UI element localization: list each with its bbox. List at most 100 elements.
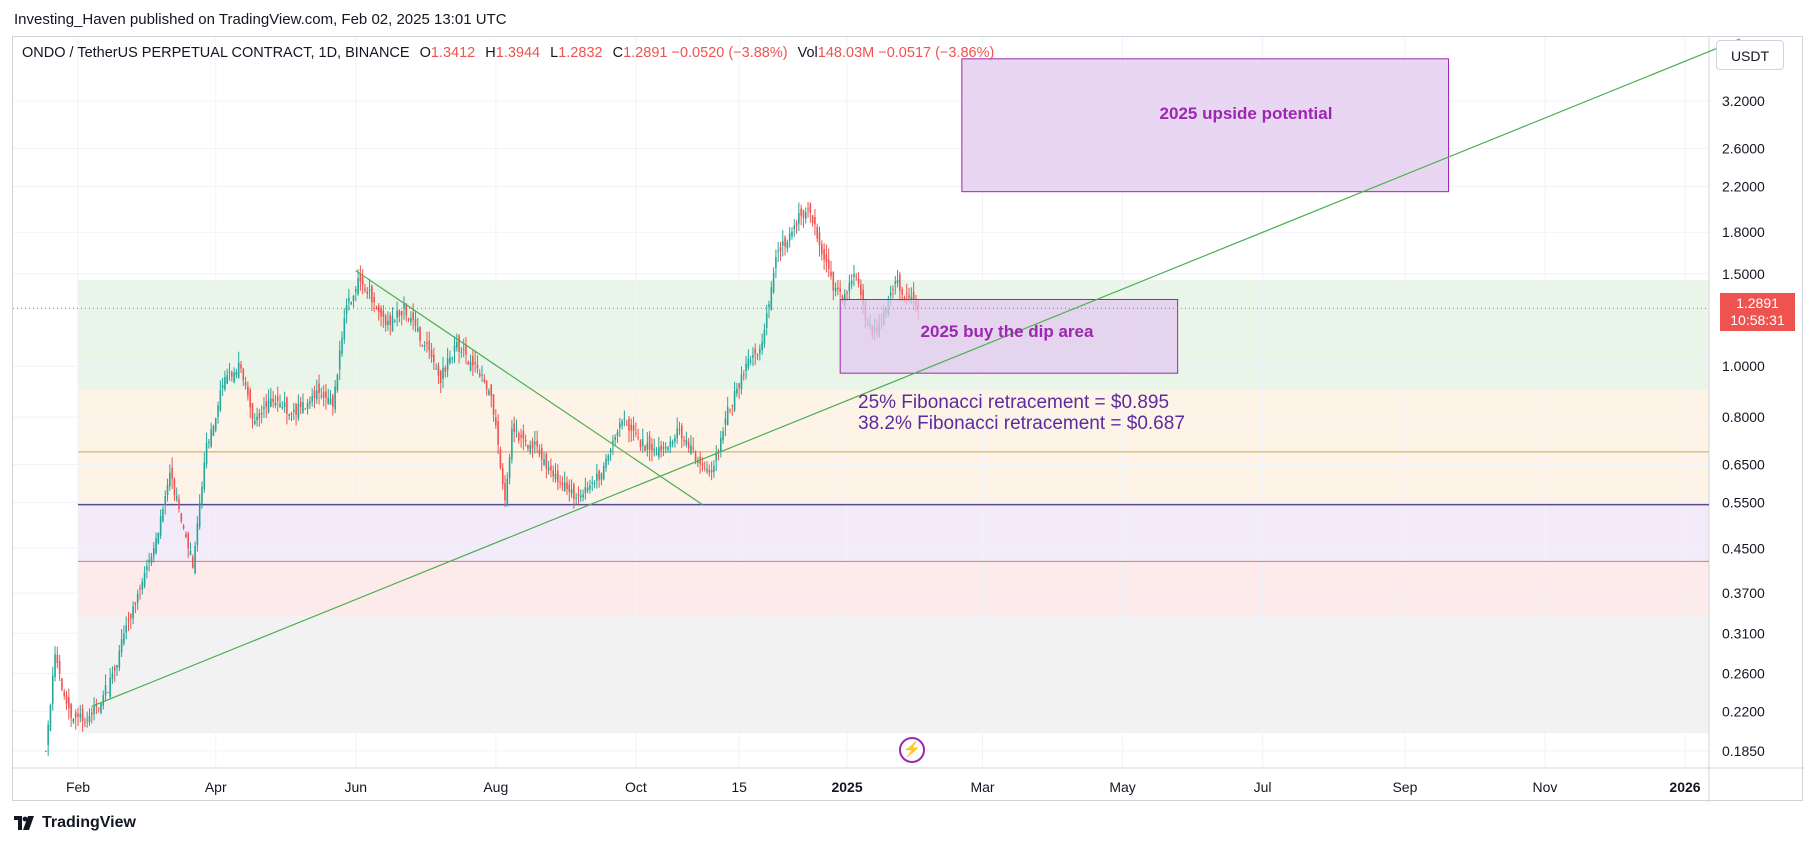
candle-body <box>809 203 812 213</box>
candle-body <box>295 403 297 415</box>
x-tick-label: Apr <box>205 779 227 795</box>
candle-body <box>908 295 910 299</box>
candle-body <box>545 454 548 469</box>
candle-body <box>292 409 295 412</box>
candle-body <box>375 307 378 309</box>
candle-body <box>178 499 180 510</box>
candle-body <box>56 654 59 664</box>
candle-body <box>678 429 681 431</box>
low-value: 1.2832 <box>558 45 603 61</box>
candle-body <box>577 494 580 496</box>
candle-body <box>104 685 107 696</box>
y-tick-label: 1.0000 <box>1722 358 1765 374</box>
candle-body <box>596 473 598 481</box>
y-tick-label: 0.3100 <box>1722 625 1765 641</box>
candle-body <box>899 274 901 291</box>
fib-zone-2 <box>78 504 1709 562</box>
candle-body <box>74 712 77 719</box>
candle-body <box>722 431 724 441</box>
candle-body <box>329 398 332 405</box>
candle-body <box>198 502 201 528</box>
candle-body <box>136 594 139 603</box>
candle-body <box>182 525 185 529</box>
dip-box[interactable] <box>839 298 1179 374</box>
upside-box[interactable] <box>961 58 1450 193</box>
last-price-tag: 1.2891 10:58:31 <box>1720 293 1795 331</box>
candle-body <box>745 363 747 372</box>
candle-body <box>125 625 128 633</box>
candle-body <box>407 318 410 320</box>
candle-body <box>547 467 550 471</box>
candle-body <box>270 398 272 407</box>
candle-body <box>191 556 194 568</box>
candle-body <box>632 425 635 431</box>
candle-body <box>109 677 111 697</box>
candle-body <box>765 313 768 328</box>
y-tick-label: 1.8000 <box>1722 224 1765 240</box>
candle-body <box>398 310 401 317</box>
candle-body <box>814 217 816 225</box>
x-tick-label: May <box>1109 779 1135 795</box>
candle-body <box>152 548 155 557</box>
candle-body <box>384 315 387 325</box>
x-tick-label: Nov <box>1533 779 1558 795</box>
candle-body <box>648 436 651 450</box>
low-label: L <box>550 45 559 61</box>
candle-body <box>348 297 350 302</box>
candle-body <box>616 431 619 437</box>
candle-body <box>141 581 144 590</box>
support-trendline[interactable] <box>91 38 1741 707</box>
fib-zone-4 <box>78 615 1709 734</box>
candle-body <box>517 433 520 441</box>
candle-body <box>423 345 426 347</box>
currency-selector[interactable]: USDT <box>1716 40 1784 70</box>
candle-body <box>304 408 307 410</box>
resistance-trendline[interactable] <box>355 270 703 506</box>
candle-body <box>894 281 897 284</box>
candle-body <box>837 287 839 290</box>
candle-body <box>127 618 130 620</box>
y-tick-label: 2.6000 <box>1722 140 1765 156</box>
flash-icon[interactable]: ⚡ <box>899 737 925 763</box>
candle-body <box>120 639 123 653</box>
y-tick-label: 0.2200 <box>1722 703 1765 719</box>
candle-body <box>116 664 118 668</box>
publisher-line: Investing_Haven published on TradingView… <box>14 11 507 28</box>
candle-body <box>249 389 251 408</box>
candle-body <box>72 718 75 722</box>
candle-body <box>846 292 848 294</box>
candle-body <box>501 468 504 485</box>
price-chart[interactable]: 3.2000 2.6000 2.2000 1.8000 1.5000 1.0000 0.80… <box>13 37 1804 802</box>
y-tick-label: 0.5500 <box>1722 495 1765 511</box>
volume-change: −0.0517 (−3.86%) <box>878 45 995 61</box>
candle-body <box>770 287 773 310</box>
candle-body <box>212 425 215 436</box>
symbol-title[interactable]: ONDO / TetherUS PERPETUAL CONTRACT, 1D, … <box>22 45 410 61</box>
candle-body <box>281 407 284 409</box>
candle-body <box>589 485 591 489</box>
candle-body <box>772 273 775 293</box>
candle-body <box>685 440 688 445</box>
candle-body <box>522 431 525 439</box>
candle-body <box>88 716 91 723</box>
candle-body <box>118 651 121 668</box>
candle-body <box>474 362 476 365</box>
tradingview-logo[interactable]: TradingView <box>14 814 136 832</box>
candle-body <box>458 335 460 353</box>
x-tick-label: 2025 <box>831 779 862 795</box>
candle-body <box>405 303 408 316</box>
candle-body <box>798 212 800 224</box>
candle-body <box>669 441 672 447</box>
candle-body <box>214 418 217 431</box>
candle-body <box>903 297 906 299</box>
candle-body <box>485 380 488 390</box>
candle-body <box>511 428 513 460</box>
candle-body <box>334 386 336 410</box>
candle-body <box>437 365 440 376</box>
candle-body <box>371 286 373 303</box>
candle-body <box>857 278 860 284</box>
candle-body <box>171 467 173 479</box>
candle-body <box>430 350 433 358</box>
candle-body <box>297 404 300 419</box>
bar-countdown: 10:58:31 <box>1730 312 1785 328</box>
